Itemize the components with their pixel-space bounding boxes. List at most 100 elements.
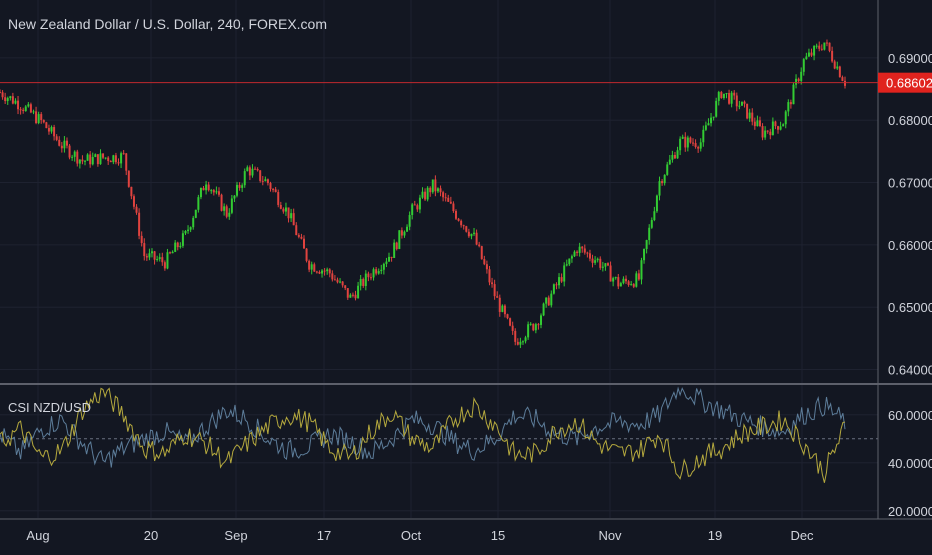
candle-body bbox=[722, 93, 725, 99]
candle-body bbox=[519, 341, 522, 345]
csi-line[interactable] bbox=[0, 386, 846, 468]
time-axis[interactable]: Aug 20 Sep 17 Oct 15 Nov 19 Dec bbox=[26, 528, 814, 543]
candle-body bbox=[735, 95, 738, 107]
candle-body bbox=[295, 225, 298, 236]
candle-body bbox=[125, 153, 128, 171]
price-axis[interactable]: 0.69000 0.68000 0.67000 0.66000 0.65000 0.640… bbox=[888, 51, 932, 378]
candle-body bbox=[601, 266, 604, 268]
candle-body bbox=[380, 269, 383, 272]
candle-body bbox=[637, 273, 640, 280]
candle-body bbox=[390, 256, 393, 258]
candle-body bbox=[112, 155, 115, 163]
candle-body bbox=[707, 123, 710, 126]
time-tick-label: Dec bbox=[790, 528, 814, 543]
candle-body bbox=[76, 151, 79, 164]
candle-body bbox=[331, 273, 334, 280]
candle-body bbox=[807, 52, 810, 57]
candle-body bbox=[689, 137, 692, 143]
candle-body bbox=[11, 96, 14, 104]
candle-body bbox=[627, 281, 630, 285]
candle-body bbox=[550, 293, 553, 306]
candle-body bbox=[673, 154, 676, 159]
candle-body bbox=[612, 278, 615, 282]
candle-body bbox=[282, 208, 285, 212]
csi-series[interactable] bbox=[0, 386, 846, 483]
candle-body bbox=[215, 191, 218, 193]
candle-body bbox=[491, 282, 494, 285]
candle-body bbox=[0, 92, 1, 94]
candle-body bbox=[323, 270, 326, 272]
candle-body bbox=[50, 127, 53, 132]
candle-body bbox=[746, 103, 749, 119]
candle-body bbox=[498, 297, 501, 312]
candle-body bbox=[578, 246, 581, 253]
candle-body bbox=[442, 192, 445, 198]
candle-body bbox=[256, 168, 259, 171]
candle-body bbox=[537, 324, 540, 326]
candle-body bbox=[169, 252, 172, 254]
candle-body bbox=[24, 106, 27, 111]
candle-body bbox=[269, 183, 272, 190]
candle-body bbox=[181, 233, 184, 246]
candle-body bbox=[135, 206, 138, 213]
candle-body bbox=[509, 318, 512, 326]
price-tick-label: 0.66000 bbox=[888, 238, 932, 253]
candle-body bbox=[838, 66, 841, 78]
candle-body bbox=[266, 179, 269, 184]
candle-body bbox=[326, 269, 329, 272]
candle-body bbox=[89, 154, 92, 165]
candle-body bbox=[339, 281, 342, 283]
candle-body bbox=[369, 277, 372, 279]
candle-body bbox=[444, 197, 447, 199]
candle-body bbox=[506, 314, 509, 319]
candle-body bbox=[668, 159, 671, 165]
candle-body bbox=[403, 231, 406, 236]
candle-body bbox=[238, 184, 241, 188]
candle-body bbox=[9, 96, 12, 99]
candle-body bbox=[462, 225, 465, 227]
candle-body bbox=[140, 235, 143, 244]
chart-title: New Zealand Dollar / U.S. Dollar, 240, F… bbox=[8, 16, 328, 32]
candle-body bbox=[818, 45, 821, 49]
indicator-tick-label: 60.0000 bbox=[888, 408, 932, 423]
csi-line[interactable] bbox=[0, 387, 846, 483]
candle-body bbox=[692, 142, 695, 144]
candle-body bbox=[132, 196, 135, 207]
candle-body bbox=[771, 121, 774, 136]
last-price-tag: 0.68602 bbox=[878, 72, 932, 93]
candle-body bbox=[568, 258, 571, 265]
indicator-axis[interactable]: 60.0000 40.0000 20.0000 bbox=[888, 408, 932, 519]
candle-body bbox=[671, 154, 674, 160]
candle-body bbox=[748, 112, 751, 119]
candle-body bbox=[810, 52, 813, 56]
candle-body bbox=[782, 124, 785, 127]
candle-body bbox=[514, 330, 517, 342]
candle-body bbox=[457, 218, 460, 221]
candle-body bbox=[99, 153, 102, 165]
candle-body bbox=[529, 323, 532, 325]
candle-body bbox=[313, 264, 316, 272]
candle-body bbox=[176, 242, 179, 248]
candle-body bbox=[650, 220, 653, 228]
price-tick-label: 0.67000 bbox=[888, 176, 932, 191]
candle-body bbox=[40, 114, 43, 121]
candle-body bbox=[421, 191, 424, 198]
price-series[interactable] bbox=[0, 39, 846, 349]
candle-body bbox=[6, 98, 9, 102]
candle-body bbox=[174, 242, 177, 252]
candle-body bbox=[663, 174, 666, 184]
candle-body bbox=[715, 100, 718, 117]
candle-body bbox=[573, 251, 576, 257]
candle-body bbox=[545, 297, 548, 304]
candle-body bbox=[728, 93, 731, 104]
candle-body bbox=[565, 264, 568, 266]
candle-body bbox=[761, 126, 764, 138]
candle-body bbox=[795, 78, 798, 85]
candle-body bbox=[521, 341, 524, 343]
candle-body bbox=[372, 269, 375, 278]
candle-body bbox=[328, 269, 331, 274]
candle-body bbox=[635, 273, 638, 287]
candle-body bbox=[19, 109, 22, 111]
candle-body bbox=[29, 104, 32, 113]
